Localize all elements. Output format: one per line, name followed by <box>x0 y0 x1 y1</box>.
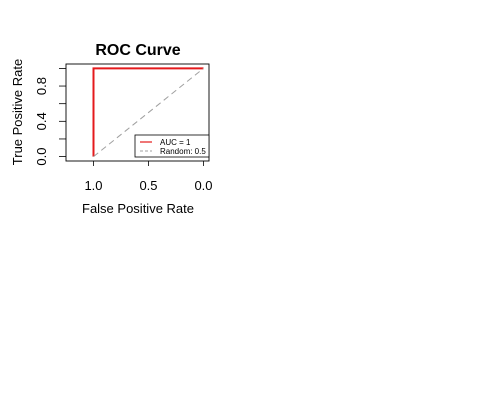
y-tick-label: 0.4 <box>34 112 49 130</box>
series-line-auc <box>92 67 204 157</box>
series-line-random <box>93 68 204 157</box>
y-axis: 0.0 0.4 0.8 <box>34 68 66 166</box>
x-axis: 1.0 0.5 0.0 <box>84 161 213 193</box>
plot-area <box>65 63 210 162</box>
y-tick-label: 0.0 <box>34 148 49 166</box>
x-tick-label: 0.5 <box>139 178 157 193</box>
plot-frame <box>65 63 210 162</box>
chart-title: ROC Curve <box>95 42 180 59</box>
x-axis-label: False Positive Rate <box>82 201 194 216</box>
x-tick-label: 1.0 <box>84 178 102 193</box>
y-tick-label: 0.8 <box>34 77 49 95</box>
legend-label-auc: AUC = 1 <box>160 138 191 147</box>
legend-label-random: Random: 0.5 <box>160 147 206 156</box>
x-tick-label: 0.0 <box>194 178 212 193</box>
legend-box <box>134 134 210 158</box>
y-axis-label: True Positive Rate <box>10 59 25 165</box>
